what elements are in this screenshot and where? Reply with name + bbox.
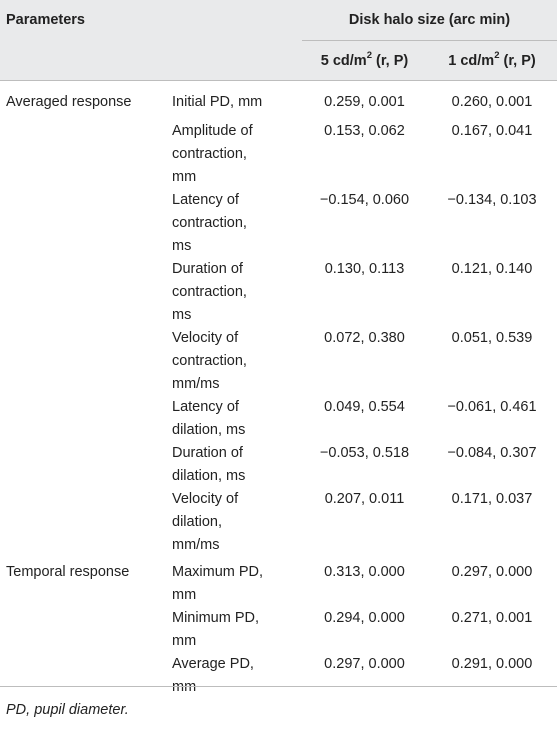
- footnote: PD, pupil diameter.: [6, 702, 129, 718]
- row-parameter: Amplitude of contraction, mm: [172, 123, 253, 185]
- row-value-1cd: 0.260, 0.001: [451, 94, 533, 110]
- row-value-1cd: 0.121, 0.140: [451, 261, 533, 277]
- row-group-label: Temporal response: [6, 564, 130, 580]
- column-header-5cd-prefix: 5 cd/m: [320, 53, 367, 69]
- row-value-1cd: −0.084, 0.307: [447, 445, 537, 461]
- column-header-5cd: 5 cd/m2 (r, P): [302, 50, 427, 73]
- row-value-5cd: 0.153, 0.062: [324, 123, 405, 139]
- row-value-5cd: −0.154, 0.060: [319, 192, 410, 208]
- row-parameter: Latency of contraction, ms: [172, 192, 247, 254]
- row-value-5cd: 0.207, 0.011: [324, 491, 405, 507]
- column-header-5cd-sup: 2: [366, 50, 372, 62]
- row-value-5cd: 0.049, 0.554: [324, 399, 405, 415]
- row-parameter: Initial PD, mm: [172, 94, 263, 110]
- column-header-1cd: 1 cd/m2 (r, P): [427, 50, 557, 73]
- table-bottom-rule: [0, 686, 557, 687]
- row-value-5cd: 0.259, 0.001: [324, 94, 405, 110]
- row-value-1cd: 0.051, 0.539: [451, 330, 533, 346]
- column-header-1cd-sup: 2: [494, 50, 500, 62]
- column-header-5cd-suffix: (r, P): [371, 53, 409, 69]
- row-parameter: Average PD, mm: [172, 656, 254, 695]
- row-value-1cd: −0.134, 0.103: [447, 192, 537, 208]
- column-header-1cd-prefix: 1 cd/m: [448, 53, 495, 69]
- group-header-underline: [302, 40, 557, 41]
- row-parameter: Velocity of dilation, mm/ms: [172, 491, 239, 553]
- row-parameter: Minimum PD, mm: [172, 610, 260, 649]
- row-parameter: Duration of dilation, ms: [172, 445, 246, 484]
- row-value-5cd: 0.313, 0.000: [324, 564, 405, 580]
- row-parameter: Velocity of contraction, mm/ms: [172, 330, 247, 392]
- row-value-5cd: 0.130, 0.113: [324, 261, 405, 277]
- row-parameter: Latency of dilation, ms: [172, 399, 246, 438]
- disk-halo-size-header: Disk halo size (arc min): [348, 12, 511, 28]
- row-value-1cd: −0.061, 0.461: [447, 399, 537, 415]
- column-header-1cd-suffix: (r, P): [499, 53, 536, 69]
- row-value-1cd: 0.167, 0.041: [451, 123, 533, 139]
- row-value-5cd: 0.297, 0.000: [324, 656, 405, 672]
- header-divider: [0, 80, 557, 81]
- row-parameter: Maximum PD, mm: [172, 564, 264, 603]
- row-value-5cd: −0.053, 0.518: [319, 445, 410, 461]
- row-value-1cd: 0.297, 0.000: [451, 564, 533, 580]
- row-group-label: Averaged response: [6, 94, 132, 110]
- row-value-5cd: 0.072, 0.380: [324, 330, 405, 346]
- parameters-header: Parameters: [6, 12, 85, 28]
- row-value-1cd: 0.271, 0.001: [451, 610, 533, 626]
- row-value-1cd: 0.171, 0.037: [451, 491, 533, 507]
- row-value-5cd: 0.294, 0.000: [324, 610, 405, 626]
- row-parameter: Duration of contraction, ms: [172, 261, 247, 323]
- row-value-1cd: 0.291, 0.000: [451, 656, 533, 672]
